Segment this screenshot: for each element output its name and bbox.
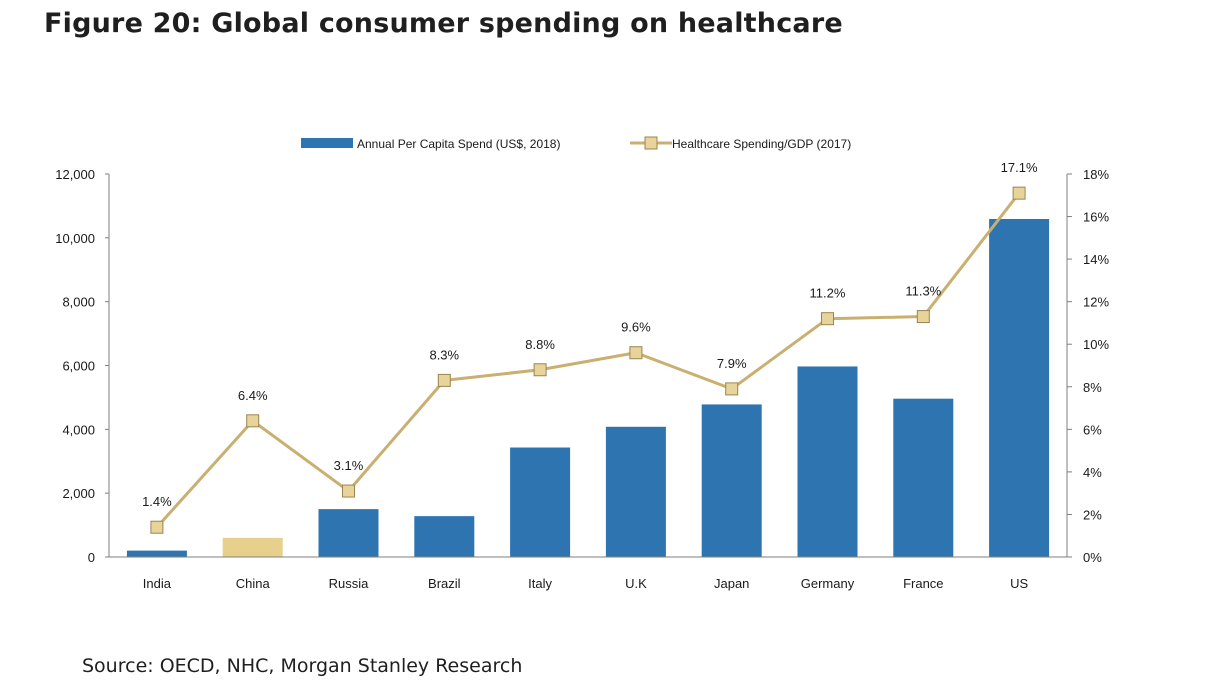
legend-line-marker: [644, 136, 658, 150]
legend-bar-label: Annual Per Capita Spend (US$, 2018): [357, 137, 560, 151]
category-label: Germany: [801, 576, 855, 591]
gdp-share-label: 9.6%: [621, 320, 651, 335]
category-label: U.K: [625, 576, 647, 591]
gdp-share-label: 7.9%: [717, 356, 747, 371]
right-tick-label: 14%: [1083, 252, 1109, 267]
gdp-share-point: [916, 310, 930, 324]
category-label: US: [1010, 576, 1028, 591]
category-label: France: [903, 576, 943, 591]
gdp-share-label: 6.4%: [238, 388, 268, 403]
right-tick-label: 4%: [1083, 465, 1102, 480]
bar-uk: [605, 426, 666, 557]
bar-china: [222, 537, 283, 557]
gdp-share-label: 8.3%: [429, 347, 459, 362]
bar-india: [126, 550, 187, 557]
right-tick-label: 12%: [1083, 295, 1109, 310]
bar-us: [989, 219, 1050, 557]
bar-japan: [701, 404, 762, 557]
gdp-share-label: 11.3%: [905, 284, 941, 299]
figure-title: Figure 20: Global consumer spending on h…: [44, 8, 843, 39]
right-tick-label: 16%: [1083, 210, 1109, 225]
gdp-share-line: [155, 192, 1021, 529]
gdp-share-point: [342, 484, 355, 498]
category-label: Italy: [528, 576, 552, 591]
left-tick-label: 8,000: [62, 295, 95, 310]
gdp-share-point: [246, 414, 260, 428]
left-tick-label: 0: [88, 550, 95, 565]
gdp-share-point: [725, 382, 739, 396]
right-tick-label: 6%: [1083, 422, 1102, 437]
source-note: Source: OECD, NHC, Morgan Stanley Resear…: [82, 655, 523, 677]
left-tick-label: 2,000: [62, 486, 95, 501]
gdp-share-label: 3.1%: [334, 458, 364, 473]
bar-germany: [797, 366, 858, 557]
left-tick-label: 4,000: [62, 422, 95, 437]
category-label: Russia: [329, 576, 370, 591]
category-label: India: [143, 576, 172, 591]
bar-italy: [510, 447, 571, 557]
gdp-share-label: 11.2%: [810, 286, 846, 301]
gdp-share-point: [437, 373, 451, 387]
right-tick-label: 10%: [1083, 337, 1109, 352]
gdp-share-point: [821, 312, 834, 326]
bar-france: [893, 398, 954, 557]
category-label: Brazil: [428, 576, 461, 591]
gdp-share-point: [150, 520, 164, 534]
category-label: Japan: [714, 576, 749, 591]
right-tick-label: 0%: [1083, 550, 1102, 565]
left-tick-label: 10,000: [55, 231, 95, 246]
right-tick-label: 18%: [1083, 167, 1109, 182]
bar-brazil: [414, 516, 475, 557]
legend-line-label: Healthcare Spending/GDP (2017): [672, 137, 851, 151]
bar-russia: [318, 509, 379, 557]
gdp-share-label: 17.1%: [1001, 160, 1038, 175]
gdp-share-label: 1.4%: [142, 494, 172, 509]
legend-bar-swatch: [301, 138, 353, 148]
left-tick-label: 12,000: [55, 167, 95, 182]
gdp-share-label: 8.8%: [525, 337, 555, 352]
gdp-share-point: [533, 363, 547, 377]
category-label: China: [236, 576, 271, 591]
right-tick-label: 8%: [1083, 380, 1102, 395]
right-tick-label: 2%: [1083, 507, 1102, 522]
gdp-share-point: [1012, 186, 1026, 200]
left-tick-label: 6,000: [62, 359, 95, 374]
gdp-share-point: [629, 346, 643, 360]
